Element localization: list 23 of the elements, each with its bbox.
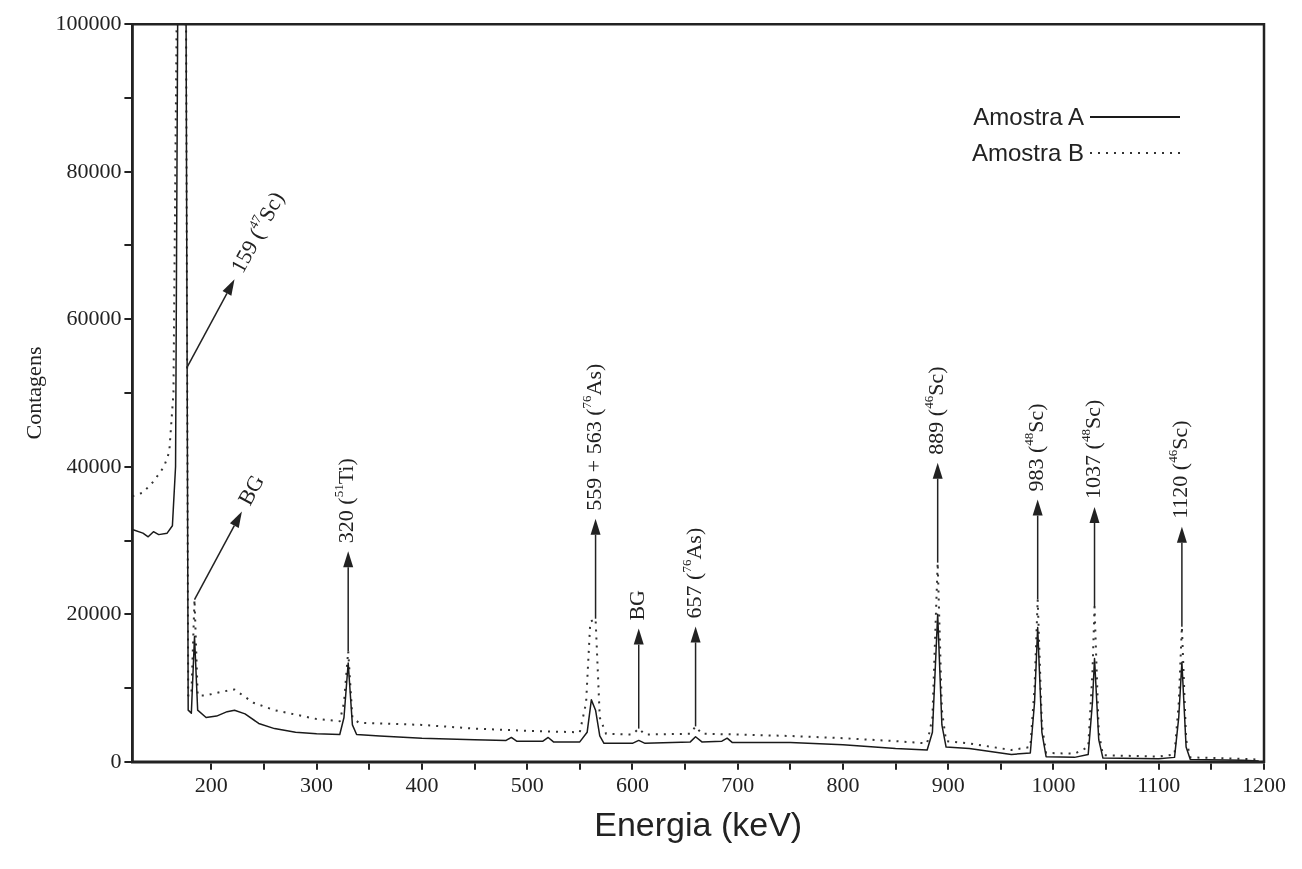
y-tick-label: 0 — [110, 747, 122, 773]
legend-label: Amostra B — [970, 139, 1084, 168]
annotation: BG — [623, 589, 649, 621]
y-tick-label: 80000 — [66, 157, 122, 183]
x-tick-label: 800 — [826, 771, 860, 797]
y-tick-label: 100000 — [55, 9, 122, 35]
x-tick-label: 300 — [300, 771, 334, 797]
x-tick-label: 1200 — [1242, 771, 1286, 797]
x-tick-label: 1100 — [1137, 771, 1181, 797]
annotation: BG — [232, 470, 270, 510]
x-tick-label: 900 — [931, 771, 965, 797]
x-tick-label: 1000 — [1031, 771, 1076, 797]
x-tick-label: 600 — [615, 771, 649, 797]
y-tick-label: 20000 — [66, 600, 122, 626]
x-tick-label: 200 — [194, 771, 228, 797]
y-tick-label: 40000 — [66, 452, 122, 478]
legend-label: Amostra A — [972, 103, 1084, 132]
x-tick-label: 400 — [405, 771, 439, 797]
y-tick-label: 60000 — [66, 305, 122, 331]
x-tick-label: 500 — [510, 771, 544, 797]
x-axis-title: Energia (keV) — [594, 804, 803, 843]
x-tick-label: 700 — [721, 771, 755, 797]
y-axis-title: Contagens — [20, 346, 46, 440]
